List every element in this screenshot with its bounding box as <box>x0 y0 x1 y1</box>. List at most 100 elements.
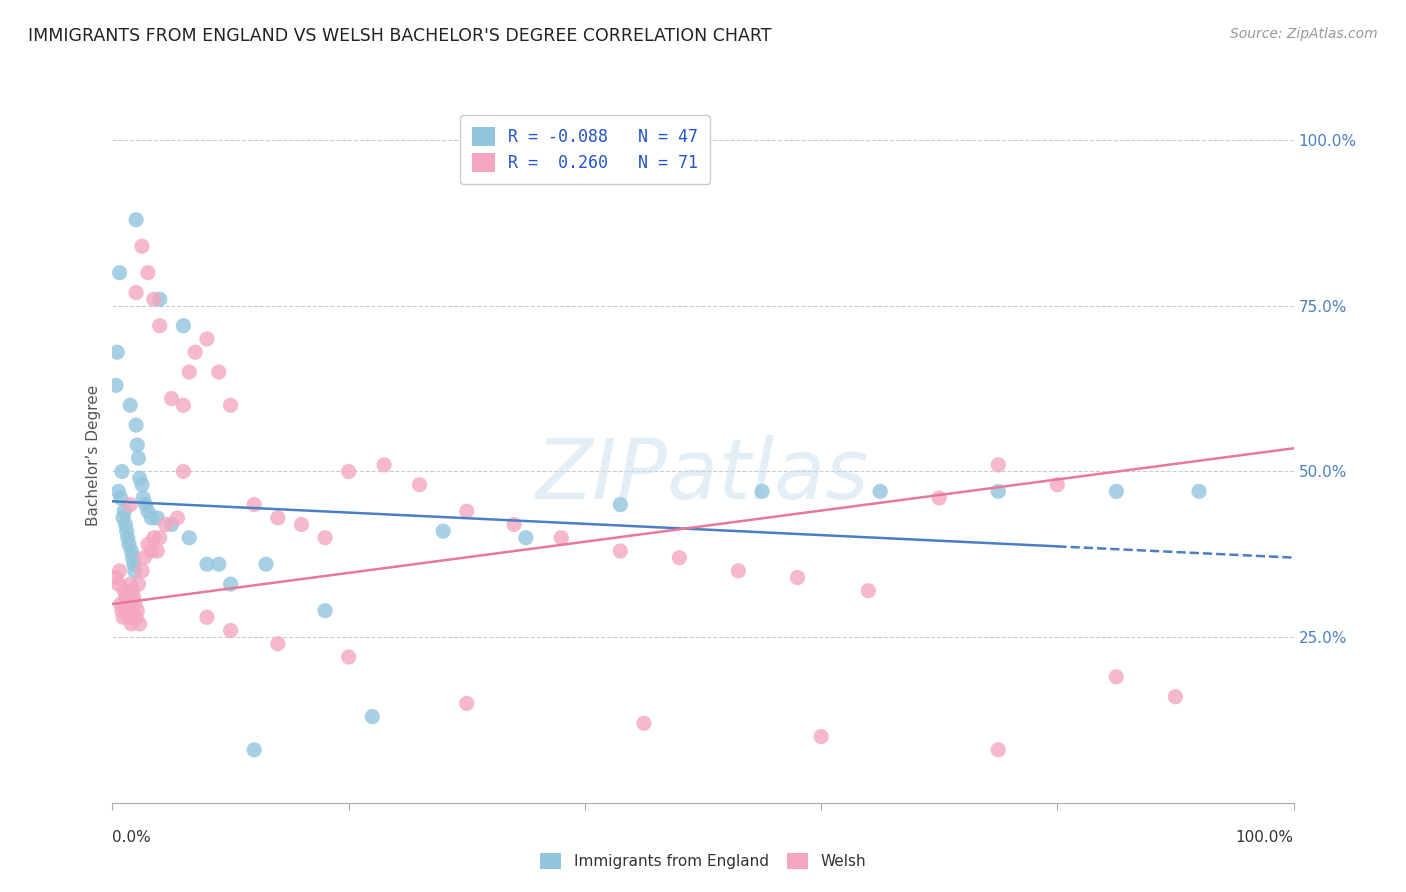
Point <box>105 570 128 584</box>
Point <box>120 544 142 558</box>
Point <box>515 531 537 545</box>
Point <box>118 610 141 624</box>
Text: 100.0%: 100.0% <box>1236 830 1294 845</box>
Point <box>136 504 159 518</box>
Point <box>127 438 149 452</box>
Point <box>195 610 218 624</box>
Point <box>361 709 384 723</box>
Point <box>120 398 142 412</box>
Point <box>810 730 832 744</box>
Point <box>146 511 169 525</box>
Point <box>125 212 148 227</box>
Point <box>114 517 136 532</box>
Point <box>373 458 395 472</box>
Point <box>184 345 207 359</box>
Point <box>243 743 266 757</box>
Point <box>987 484 1010 499</box>
Point <box>928 491 950 505</box>
Point <box>1188 484 1211 499</box>
Point <box>110 491 132 505</box>
Point <box>131 564 153 578</box>
Point <box>105 378 128 392</box>
Point <box>456 504 478 518</box>
Point <box>172 465 194 479</box>
Point <box>160 392 183 406</box>
Point <box>111 604 134 618</box>
Point <box>121 583 143 598</box>
Point <box>112 610 135 624</box>
Point <box>108 266 131 280</box>
Point <box>122 591 145 605</box>
Point <box>128 616 150 631</box>
Point <box>131 239 153 253</box>
Point <box>132 491 155 505</box>
Point <box>172 318 194 333</box>
Point <box>1164 690 1187 704</box>
Point <box>141 511 163 525</box>
Point <box>609 498 631 512</box>
Point <box>112 583 135 598</box>
Point <box>155 517 177 532</box>
Point <box>727 564 749 578</box>
Point <box>115 524 138 538</box>
Point <box>208 558 231 572</box>
Point <box>314 531 336 545</box>
Text: ZIPatlas: ZIPatlas <box>536 435 870 516</box>
Point <box>136 537 159 551</box>
Point <box>290 517 312 532</box>
Point <box>195 558 218 572</box>
Point <box>869 484 891 499</box>
Y-axis label: Bachelor’s Degree: Bachelor’s Degree <box>86 384 101 525</box>
Point <box>633 716 655 731</box>
Point <box>127 451 149 466</box>
Point <box>118 537 141 551</box>
Point <box>149 318 172 333</box>
Point <box>131 477 153 491</box>
Point <box>219 624 242 638</box>
Point <box>122 558 145 572</box>
Point <box>135 498 157 512</box>
Point <box>408 477 430 491</box>
Text: IMMIGRANTS FROM ENGLAND VS WELSH BACHELOR'S DEGREE CORRELATION CHART: IMMIGRANTS FROM ENGLAND VS WELSH BACHELO… <box>28 27 772 45</box>
Point <box>858 583 880 598</box>
Point <box>105 345 128 359</box>
Point <box>125 418 148 433</box>
Point <box>125 285 148 300</box>
Point <box>254 558 277 572</box>
Point <box>179 531 201 545</box>
Point <box>134 550 156 565</box>
Point <box>142 292 165 306</box>
Text: Source: ZipAtlas.com: Source: ZipAtlas.com <box>1230 27 1378 41</box>
Point <box>1105 670 1128 684</box>
Point <box>503 517 526 532</box>
Point <box>786 570 808 584</box>
Point <box>267 637 290 651</box>
Point <box>117 531 139 545</box>
Point <box>127 577 149 591</box>
Text: 0.0%: 0.0% <box>112 830 152 845</box>
Point <box>114 591 136 605</box>
Point <box>195 332 218 346</box>
Point <box>128 471 150 485</box>
Point <box>208 365 231 379</box>
Point <box>107 577 129 591</box>
Legend: R = -0.088   N = 47, R =  0.260   N = 71: R = -0.088 N = 47, R = 0.260 N = 71 <box>460 115 710 184</box>
Point <box>125 610 148 624</box>
Point <box>987 743 1010 757</box>
Point <box>1046 477 1069 491</box>
Point <box>110 597 132 611</box>
Point <box>120 577 142 591</box>
Point <box>1105 484 1128 499</box>
Point <box>124 597 146 611</box>
Point <box>115 597 138 611</box>
Point <box>142 531 165 545</box>
Point <box>108 564 131 578</box>
Point <box>751 484 773 499</box>
Point <box>136 266 159 280</box>
Point <box>550 531 572 545</box>
Point <box>117 604 139 618</box>
Point <box>160 517 183 532</box>
Point <box>146 544 169 558</box>
Legend: Immigrants from England, Welsh: Immigrants from England, Welsh <box>534 847 872 875</box>
Point <box>314 604 336 618</box>
